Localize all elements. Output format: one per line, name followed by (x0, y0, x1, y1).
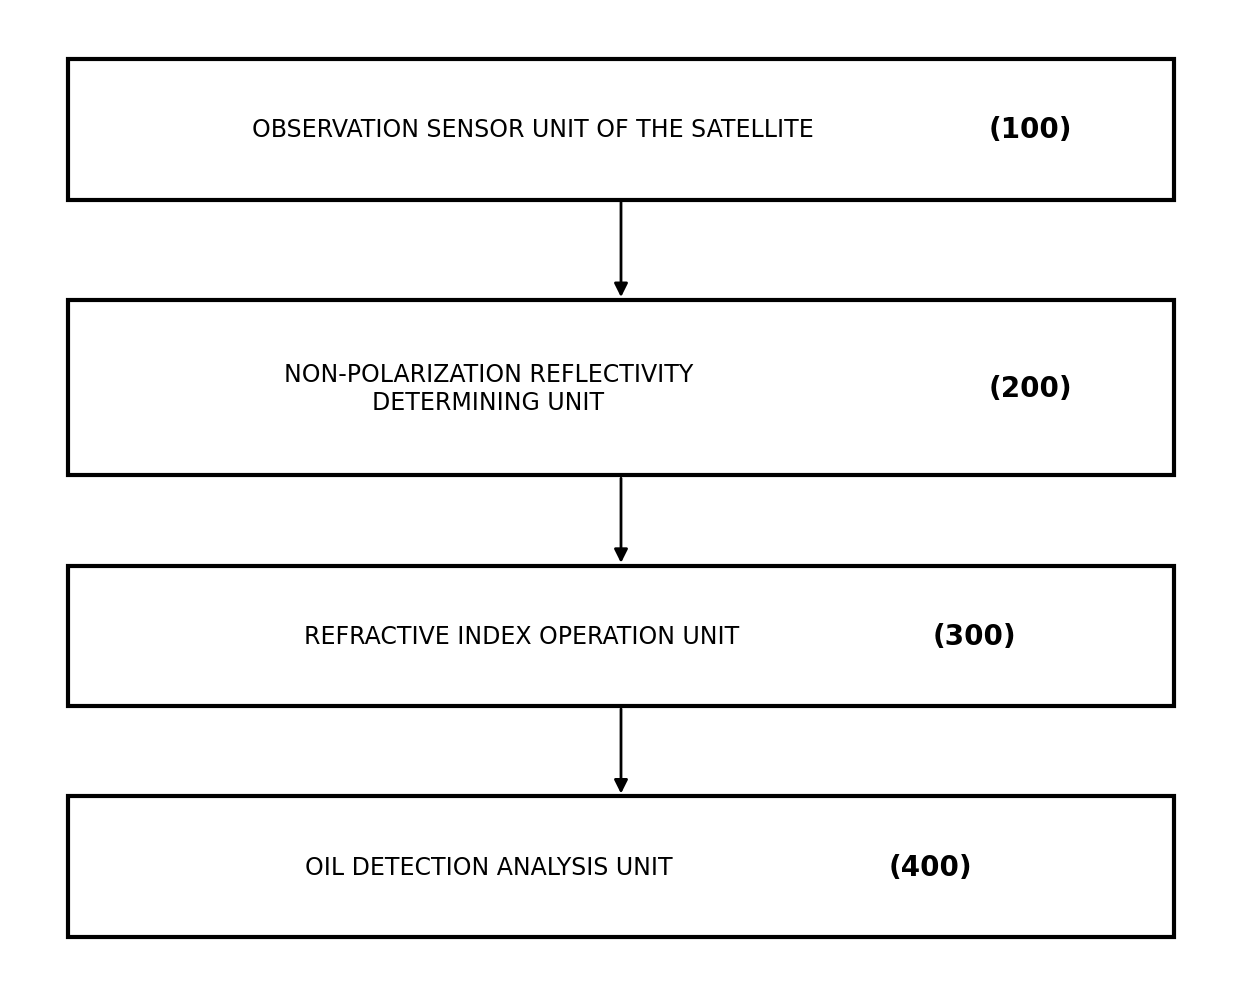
Text: OBSERVATION SENSOR UNIT OF THE SATELLITE: OBSERVATION SENSOR UNIT OF THE SATELLITE (252, 118, 814, 142)
Text: NON-POLARIZATION REFLECTIVITY
DETERMINING UNIT: NON-POLARIZATION REFLECTIVITY DETERMININ… (283, 363, 693, 414)
FancyBboxPatch shape (68, 797, 1174, 937)
Text: (100): (100) (989, 116, 1072, 144)
Text: REFRACTIVE INDEX OPERATION UNIT: REFRACTIVE INDEX OPERATION UNIT (304, 624, 739, 648)
FancyBboxPatch shape (68, 60, 1174, 200)
Text: (400): (400) (889, 853, 972, 881)
Text: (200): (200) (989, 375, 1072, 402)
FancyBboxPatch shape (68, 301, 1174, 476)
Text: (300): (300) (933, 622, 1016, 650)
Text: OIL DETECTION ANALYSIS UNIT: OIL DETECTION ANALYSIS UNIT (304, 855, 672, 879)
FancyBboxPatch shape (68, 566, 1174, 706)
